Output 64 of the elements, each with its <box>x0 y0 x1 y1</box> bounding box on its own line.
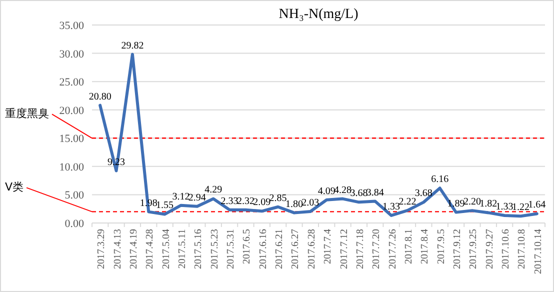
x-tick-label: 2017.5.11 <box>176 229 188 269</box>
y-tick-label: 15.00 <box>59 133 84 146</box>
data-label: 29.82 <box>121 40 144 52</box>
chart-title: NH₃-N(mg/L) <box>278 7 359 22</box>
x-tick-label: 2017.10.6 <box>500 229 512 269</box>
data-label: 1.33 <box>496 201 514 212</box>
data-label: 1.64 <box>528 200 546 211</box>
data-label: 2.85 <box>269 192 287 204</box>
data-label: 1.22 <box>512 202 530 214</box>
x-tick-label: 2017.8.4 <box>420 229 431 264</box>
y-tick-label: 35.00 <box>59 20 84 32</box>
x-tick-label: 2017.4.13 <box>112 229 124 269</box>
y-tick-label: 30.00 <box>59 48 84 60</box>
x-tick-label: 2017.6.16 <box>258 229 269 269</box>
y-tick-label: 10.00 <box>59 161 84 174</box>
x-tick-label: 2017.8.1 <box>403 229 414 264</box>
data-label: 1.80 <box>285 198 303 210</box>
x-tick-label: 2017.6.28 <box>306 229 318 269</box>
data-label: 1.82 <box>480 198 498 210</box>
data-label: 2.09 <box>253 197 271 208</box>
x-tick-label: 2017.9.5 <box>436 229 447 264</box>
ref-line-label: V类 <box>5 180 24 194</box>
data-label: 2.20 <box>463 196 481 208</box>
x-tick-label: 2017.5.16 <box>193 229 204 269</box>
data-label: 4.29 <box>204 184 222 196</box>
x-tick-label: 2017.7.18 <box>354 229 366 269</box>
x-tick-label: 2017.7.20 <box>371 229 382 269</box>
x-tick-label: 2017.7.4 <box>322 229 334 264</box>
data-label: 2.03 <box>302 198 320 209</box>
ref-line-label: 重度黑臭 <box>5 107 49 120</box>
y-tick-label: 5.00 <box>64 190 84 202</box>
x-tick-label: 2017.6.21 <box>274 229 286 269</box>
data-label: 2.22 <box>398 196 416 208</box>
data-label: 2.33 <box>220 196 238 207</box>
data-label: 3.68 <box>350 188 368 200</box>
data-label: 3.68 <box>414 188 432 200</box>
x-tick-label: 2017.9.12 <box>452 229 464 269</box>
data-label: 3.12 <box>172 191 190 202</box>
x-tick-label: 2017.3.29 <box>96 229 108 269</box>
x-tick-label: 2017.4.19 <box>128 229 140 269</box>
y-tick-label: 0.00 <box>64 218 84 230</box>
x-tick-label: 2017.5.23 <box>209 229 220 269</box>
data-label: 1.55 <box>156 200 174 212</box>
x-tick-label: 2017.5.04 <box>160 229 172 269</box>
x-tick-label: 2017.10.8 <box>516 229 528 269</box>
data-label: 2.32 <box>236 196 254 207</box>
x-tick-label: 2017.4.28 <box>144 229 156 269</box>
data-label: 4.09 <box>318 186 336 197</box>
y-tick-label: 20.00 <box>59 104 84 117</box>
data-label: 3.84 <box>366 187 384 198</box>
x-tick-label: 2017.9.25 <box>468 229 480 269</box>
x-tick-label: 2017.9.27 <box>484 229 496 269</box>
data-label: 6.16 <box>431 174 449 186</box>
x-tick-label: 2017.6.27 <box>290 229 302 269</box>
data-label: 4.28 <box>334 184 352 196</box>
x-tick-label: 2017.7.12 <box>338 229 350 269</box>
x-tick-label: 2017.6.5 <box>242 229 253 264</box>
y-tick-label: 25.00 <box>59 76 84 89</box>
x-tick-label: 2017.10.14 <box>532 229 544 274</box>
x-tick-label: 2017.5.31 <box>226 229 237 269</box>
data-label: 2.94 <box>188 192 206 204</box>
data-label: 20.80 <box>88 91 112 102</box>
data-label: 1.33 <box>382 201 400 212</box>
x-tick-label: 2017.7.26 <box>387 229 398 269</box>
